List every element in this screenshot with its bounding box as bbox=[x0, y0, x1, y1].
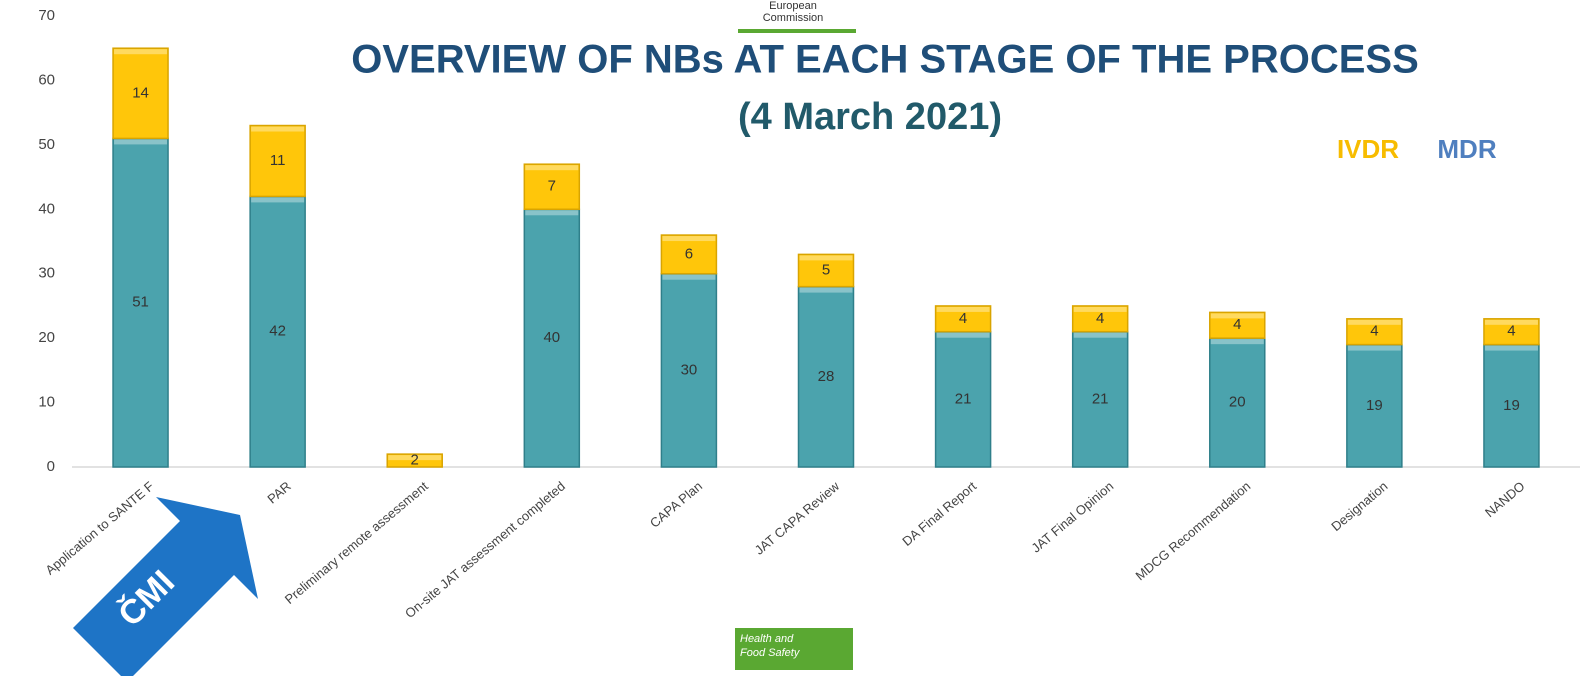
x-tick-label: Preliminary remote assessment bbox=[282, 478, 431, 607]
bar-segment bbox=[249, 195, 306, 468]
footer-box bbox=[735, 628, 853, 670]
data-label: 30 bbox=[681, 361, 698, 378]
bar-segment bbox=[249, 124, 306, 198]
y-tick-label: 20 bbox=[38, 329, 55, 346]
legend-label: IVDR bbox=[1337, 134, 1399, 164]
bar-segment bbox=[1346, 318, 1403, 346]
data-label: 7 bbox=[548, 178, 556, 195]
x-tick-label: JAT CAPA Review bbox=[752, 478, 843, 558]
data-label: 5 bbox=[822, 261, 830, 278]
data-label: 19 bbox=[1503, 397, 1520, 414]
x-tick-label: PAR bbox=[264, 478, 293, 506]
bar-cap bbox=[936, 332, 990, 338]
data-label: 4 bbox=[1233, 316, 1241, 333]
y-tick-label: 70 bbox=[38, 7, 55, 24]
data-label: 4 bbox=[959, 310, 967, 327]
x-tick-label: NANDO bbox=[1482, 478, 1528, 520]
bar-segment bbox=[797, 285, 855, 468]
data-label: 14 bbox=[132, 84, 149, 101]
x-tick-label: JAT Final Opinion bbox=[1028, 478, 1116, 555]
bar-cap bbox=[1210, 339, 1264, 345]
chart-title: OVERVIEW OF NBs AT EACH STAGE OF THE PRO… bbox=[351, 38, 1419, 82]
logo-text: Commission bbox=[763, 12, 824, 24]
x-tick-label: Designation bbox=[1328, 478, 1390, 534]
y-tick-label: 10 bbox=[38, 394, 55, 411]
y-tick-label: 60 bbox=[38, 71, 55, 88]
bar-cap bbox=[525, 210, 579, 216]
y-tick-label: 30 bbox=[38, 265, 55, 282]
bar-cap bbox=[1347, 319, 1401, 325]
bar-segment bbox=[523, 163, 581, 211]
x-tick-label: DA Final Report bbox=[899, 478, 979, 549]
bar-segment bbox=[1209, 311, 1266, 339]
bar-cap bbox=[1484, 345, 1538, 351]
data-label: 21 bbox=[955, 390, 972, 407]
bar-segment bbox=[1209, 337, 1266, 468]
logo-bar bbox=[738, 29, 856, 33]
bar-cap bbox=[114, 139, 168, 145]
logo-text: European bbox=[769, 0, 817, 12]
bar-segment bbox=[386, 453, 443, 468]
bar-segment bbox=[660, 272, 718, 468]
bar-segment bbox=[112, 47, 169, 140]
bar-cap bbox=[662, 236, 716, 242]
bar-cap bbox=[1484, 319, 1538, 325]
y-tick-label: 50 bbox=[38, 136, 55, 153]
bar-segment bbox=[1071, 330, 1129, 468]
footer-text: Food Safety bbox=[740, 647, 801, 659]
data-label: 42 bbox=[269, 323, 286, 340]
arrow bbox=[73, 497, 258, 676]
data-label: 4 bbox=[1370, 323, 1378, 340]
bar-segment bbox=[934, 305, 992, 333]
bar-segment bbox=[797, 253, 855, 288]
x-tick-label: On-site JAT assessment completed bbox=[402, 478, 568, 621]
bar-segment bbox=[523, 208, 581, 468]
data-label: 20 bbox=[1229, 394, 1246, 411]
bar-cap bbox=[1073, 306, 1127, 312]
bar-cap bbox=[1073, 332, 1127, 338]
bar-segment bbox=[660, 234, 718, 275]
x-tick-label: CAPA Plan bbox=[647, 478, 705, 530]
data-label: 6 bbox=[685, 245, 693, 262]
x-tick-label: MDCG Recommendation bbox=[1133, 478, 1254, 583]
bar-segment bbox=[112, 137, 169, 468]
bar-cap bbox=[662, 274, 716, 280]
bar-cap bbox=[936, 306, 990, 312]
y-tick-label: 40 bbox=[38, 200, 55, 217]
data-label: 19 bbox=[1366, 397, 1383, 414]
data-label: 4 bbox=[1507, 323, 1515, 340]
bar-cap bbox=[114, 49, 168, 55]
bar-cap bbox=[388, 455, 442, 461]
bar-cap bbox=[251, 126, 305, 132]
bar-cap bbox=[799, 255, 853, 261]
data-label: 28 bbox=[818, 368, 835, 385]
data-label: 11 bbox=[270, 152, 286, 169]
bar-cap bbox=[1210, 313, 1264, 319]
bar-cap bbox=[525, 165, 579, 171]
bar-segment bbox=[1071, 305, 1129, 333]
data-label: 51 bbox=[132, 294, 149, 311]
bar-cap bbox=[799, 287, 853, 293]
chart-subtitle: (4 March 2021) bbox=[738, 96, 1002, 138]
bar-cap bbox=[1347, 345, 1401, 351]
data-label: 4 bbox=[1096, 310, 1104, 327]
footer-text: Health and bbox=[740, 633, 794, 645]
data-label: 21 bbox=[1092, 390, 1109, 407]
data-label: 2 bbox=[411, 452, 419, 469]
data-label: 40 bbox=[543, 329, 560, 346]
legend-label: MDR bbox=[1437, 134, 1496, 164]
bar-segment bbox=[1483, 318, 1540, 346]
bar-segment bbox=[1346, 343, 1403, 468]
y-tick-label: 0 bbox=[47, 458, 55, 475]
bar-cap bbox=[251, 197, 305, 203]
